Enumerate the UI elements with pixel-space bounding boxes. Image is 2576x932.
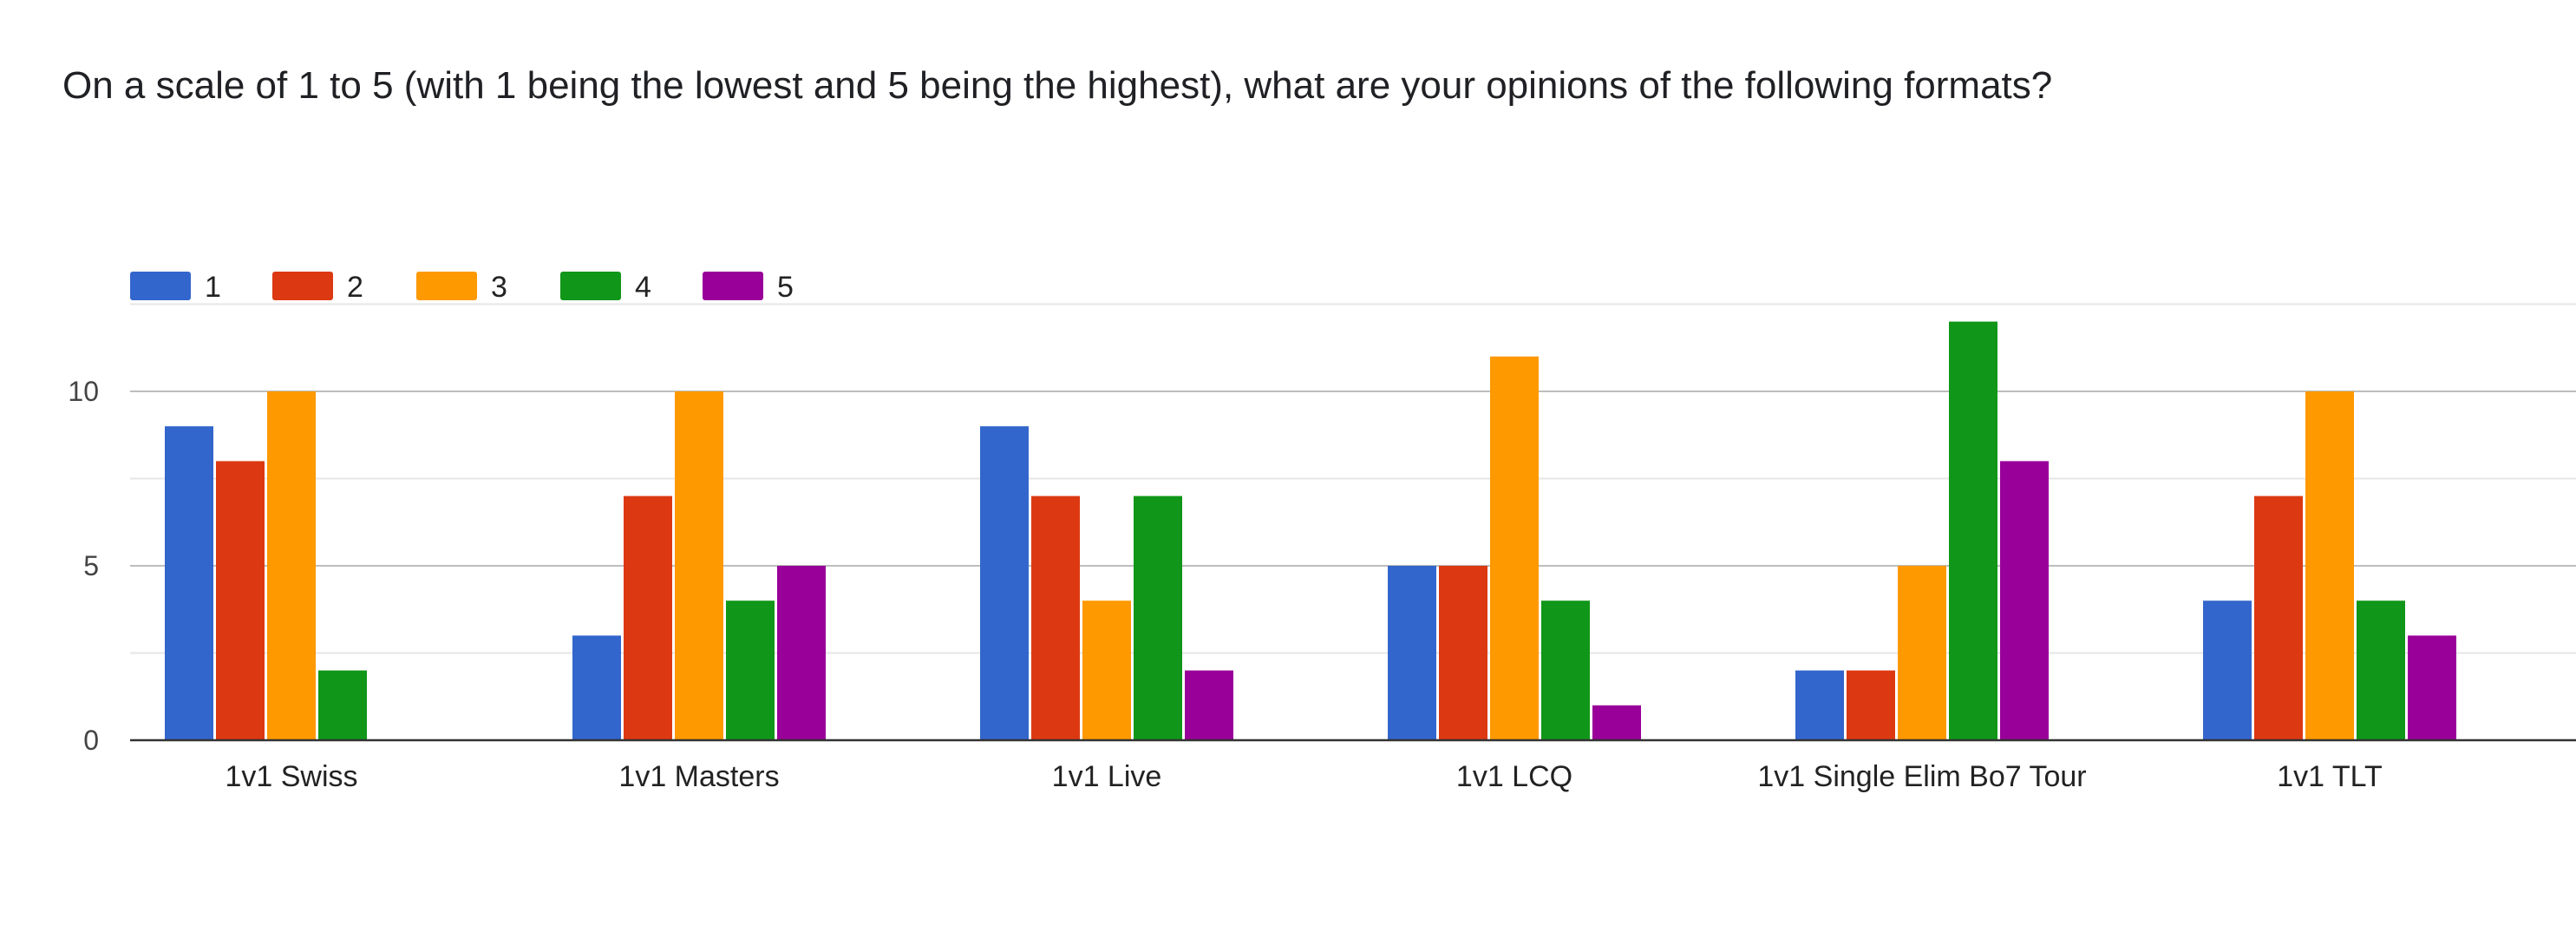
x-tick-label: 1v1 Live xyxy=(1052,760,1162,793)
bar-1v1-masters-rating-3[interactable] xyxy=(675,391,723,740)
bar-1v1-single-elim-bo7-tour-rating-2[interactable] xyxy=(1847,670,1895,740)
bar-1v1-swiss-rating-3[interactable] xyxy=(267,391,316,740)
bar-1v1-single-elim-bo7-tour-rating-1[interactable] xyxy=(1795,670,1844,740)
bar-1v1-lcq-rating-1[interactable] xyxy=(1388,566,1436,740)
legend-swatch-5 xyxy=(703,272,763,300)
legend-swatch-1 xyxy=(130,272,191,300)
x-tick-label: 1v1 Swiss xyxy=(225,760,357,793)
bar-1v1-masters-rating-4[interactable] xyxy=(726,601,775,740)
bar-1v1-live-rating-5[interactable] xyxy=(1185,670,1233,740)
bars xyxy=(165,321,2456,740)
bar-1v1-lcq-rating-4[interactable] xyxy=(1541,601,1590,740)
bar-1v1-tlt-rating-1[interactable] xyxy=(2203,601,2252,740)
bar-1v1-tlt-rating-4[interactable] xyxy=(2357,601,2405,740)
legend-label-2: 2 xyxy=(347,271,363,304)
bar-1v1-live-rating-3[interactable] xyxy=(1082,601,1131,740)
legend-label-5: 5 xyxy=(777,271,794,304)
bar-1v1-single-elim-bo7-tour-rating-5[interactable] xyxy=(2000,461,2049,740)
bar-1v1-live-rating-4[interactable] xyxy=(1134,496,1182,740)
bar-1v1-single-elim-bo7-tour-rating-3[interactable] xyxy=(1898,566,1946,740)
bar-1v1-live-rating-1[interactable] xyxy=(980,426,1029,740)
axes: 1v1 Swiss 1v1 Masters 1v1 Live 1v1 LCQ 1v1 S… xyxy=(68,376,2576,793)
bar-1v1-lcq-rating-3[interactable] xyxy=(1490,356,1539,740)
legend: 1 2 3 4 5 xyxy=(130,271,794,304)
y-tick-label: 5 xyxy=(83,550,99,581)
y-tick-label: 0 xyxy=(83,725,99,756)
gridlines xyxy=(130,303,2576,654)
x-tick-label: 1v1 LCQ xyxy=(1456,760,1572,793)
question-title: On a scale of 1 to 5 (with 1 being the l… xyxy=(62,64,2053,107)
legend-label-3: 3 xyxy=(491,271,507,304)
legend-label-1: 1 xyxy=(205,271,221,304)
bar-1v1-lcq-rating-5[interactable] xyxy=(1592,705,1641,740)
legend-swatch-3 xyxy=(416,272,477,300)
bar-1v1-masters-rating-5[interactable] xyxy=(777,566,826,740)
bar-1v1-single-elim-bo7-tour-rating-4[interactable] xyxy=(1949,321,1997,740)
bar-1v1-masters-rating-2[interactable] xyxy=(624,496,672,740)
bar-1v1-swiss-rating-1[interactable] xyxy=(165,426,213,740)
x-tick-label: 1v1 Masters xyxy=(618,760,779,793)
legend-swatch-4 xyxy=(560,272,621,300)
bar-1v1-tlt-rating-5[interactable] xyxy=(2408,635,2456,740)
x-tick-label: 1v1 Single Elim Bo7 Tour xyxy=(1757,760,2086,793)
bar-1v1-lcq-rating-2[interactable] xyxy=(1439,566,1487,740)
bar-1v1-tlt-rating-2[interactable] xyxy=(2254,496,2303,740)
legend-label-4: 4 xyxy=(635,271,651,304)
x-tick-label: 1v1 TLT xyxy=(2277,760,2383,793)
bar-1v1-tlt-rating-3[interactable] xyxy=(2305,391,2354,740)
legend-swatch-2 xyxy=(272,272,333,300)
y-tick-label: 10 xyxy=(68,376,99,407)
bar-1v1-swiss-rating-4[interactable] xyxy=(318,670,367,740)
bar-1v1-masters-rating-1[interactable] xyxy=(572,635,621,740)
bar-1v1-live-rating-2[interactable] xyxy=(1031,496,1080,740)
bar-1v1-swiss-rating-2[interactable] xyxy=(216,461,265,740)
